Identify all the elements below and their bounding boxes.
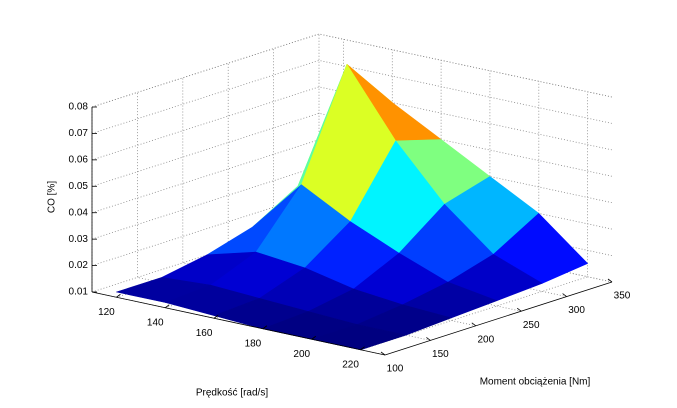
x-tick-label: 220 (342, 359, 359, 370)
x-tick (311, 335, 316, 340)
x-tick (360, 346, 365, 351)
y-axis (384, 281, 613, 356)
x-tick (262, 325, 268, 330)
x-tick-label: 120 (98, 307, 115, 318)
y-tick (516, 307, 522, 312)
axes: 0.01 0.02 0.03 0.04 0.05 0.06 0.07 0.08 120 140 16… (69, 102, 631, 375)
x-axis (91, 291, 386, 356)
y-tick (562, 293, 567, 297)
z-grid-line (91, 86, 613, 161)
y-tick (471, 322, 477, 327)
y-tick (426, 337, 431, 341)
y-tick-label: 250 (523, 320, 540, 331)
x-tick-label: 160 (196, 328, 213, 339)
z-grid-line (91, 59, 613, 134)
x-tick-label: 180 (245, 338, 262, 349)
z-tick-label: 0.08 (69, 102, 89, 113)
box-edge (91, 33, 613, 108)
y-tick-label: 150 (432, 349, 449, 360)
z-tick-label: 0.02 (69, 260, 89, 271)
x-tick-label: 140 (147, 317, 164, 328)
z-axis-label: CO [%] (47, 181, 58, 213)
z-tick-label: 0.07 (69, 128, 89, 139)
y-tick-label: 100 (387, 364, 404, 375)
z-tick-label: 0.01 (69, 287, 89, 298)
y-tick-label: 350 (614, 291, 631, 302)
x-tick (165, 304, 170, 309)
x-tick-label: 200 (293, 349, 310, 360)
surface (116, 64, 588, 351)
z-tick-label: 0.04 (69, 207, 89, 218)
z-grid-line (91, 139, 613, 214)
y-tick-label: 200 (477, 334, 494, 345)
x-axis-label: Prędkość [rad/s] (196, 388, 268, 399)
x-tick (116, 293, 121, 298)
y-tick (380, 351, 386, 356)
z-tick-label: 0.03 (69, 234, 89, 245)
y-tick-label: 300 (568, 305, 585, 316)
y-axis-label: Moment obciążenia [Nm] (480, 377, 591, 388)
z-tick-label: 0.06 (69, 154, 89, 165)
z-tick-label: 0.05 (69, 181, 89, 192)
x-tick (213, 314, 219, 319)
z-grid-line (91, 112, 613, 187)
y-tick (607, 278, 613, 283)
